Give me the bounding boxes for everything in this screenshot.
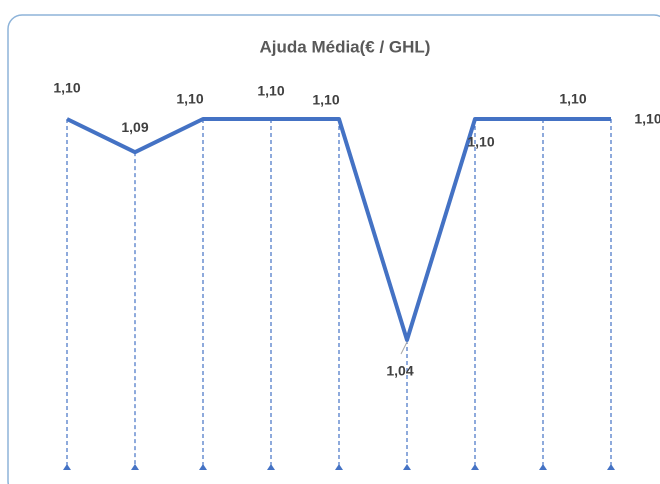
data-label: 1,04 [386, 363, 413, 379]
data-label: 1,09 [121, 119, 148, 135]
data-label: 1,10 [467, 134, 494, 150]
data-label: 1,10 [634, 111, 660, 127]
drop-marker [607, 464, 615, 470]
chart-title: Ajuda Média(€ / GHL) [260, 37, 431, 56]
drop-marker [539, 464, 547, 470]
drop-marker [267, 464, 275, 470]
drop-marker [403, 464, 411, 470]
data-label: 1,10 [257, 83, 284, 99]
chart-frame [7, 14, 660, 484]
drop-marker [199, 464, 207, 470]
drop-marker [131, 464, 139, 470]
data-label: 1,10 [176, 91, 203, 107]
series-line [66, 117, 611, 342]
leader-line [400, 341, 408, 355]
data-label: 1,10 [312, 92, 339, 108]
drop-marker [471, 464, 479, 470]
drop-marker [335, 464, 343, 470]
drop-marker [63, 464, 71, 470]
data-label: 1,10 [53, 80, 80, 96]
data-label: 1,10 [559, 91, 586, 107]
